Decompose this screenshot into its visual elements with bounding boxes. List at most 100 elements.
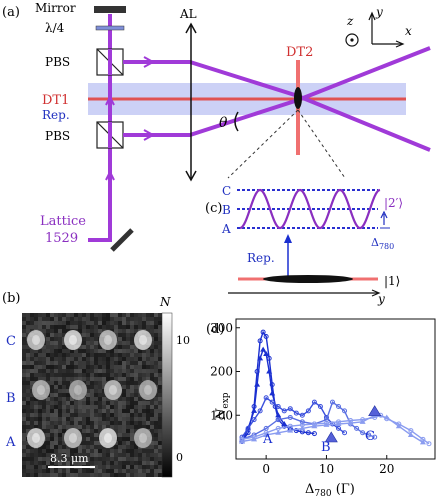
rep-c-label: Rep. [247,251,275,265]
x-tick-label: 10 [319,462,334,476]
data-point [347,420,354,426]
marker-triangle-1 [368,405,382,417]
dt1-label: DT1 [42,93,69,108]
atom-spot-core [104,433,112,443]
atom-spot [134,330,152,350]
pbs-top-label: PBS [45,55,70,69]
detuning-label: Δ780 [371,236,394,251]
data-point [342,408,348,414]
y-axis-label: Nexp [214,392,231,421]
data-point [407,431,414,437]
data-point [335,421,342,426]
data-point [269,382,275,388]
data-point [299,412,305,418]
atom-spot [69,380,87,400]
data-point [263,334,269,339]
panel-a: (a) [2,1,431,252]
row-b-label: B [6,391,16,406]
panel-d: (d) 0 10 20 100 200 300 A B C Nexp Δ780 (Γ) [206,318,436,499]
theta-label: θ [219,115,228,131]
data-point [263,395,269,401]
arrow-up-icon [284,234,292,243]
atom-spot [104,380,122,400]
atom-spot [32,380,50,400]
row-a-label: A [5,435,16,450]
atom-spot-core [74,385,82,395]
data-point [336,425,342,431]
arrow-right-icon [143,56,156,68]
data-point [269,399,275,405]
data-point [245,425,251,431]
data-point [266,368,273,374]
data-point [281,408,287,414]
bottom-mirror [110,228,134,252]
level-c-label: C [222,184,231,198]
colorbar-tick-10: 10 [176,334,190,347]
data-point [426,441,432,447]
data-point [275,412,282,418]
data-point [323,421,330,427]
waveplate [95,25,125,31]
x-tick-label: 20 [379,462,394,476]
data-point [251,417,257,423]
plot-frame [235,318,436,460]
atom-spot-core [109,385,117,395]
y-tick-label: 200 [210,365,233,379]
axis-y-label: y [375,5,383,19]
annotation-c: C [365,429,375,444]
atom-cloud-elongated [263,275,353,283]
panel-b: (b) C B A 8.3 μm N 10 0 [2,291,190,478]
data-point [257,355,264,361]
data-point [287,427,294,433]
colorbar-tick-0: 0 [176,451,183,464]
arrow-right-icon [143,129,156,141]
atom-spot [64,428,82,448]
annotation-a: A [262,432,273,447]
atom-spot-core [32,335,40,345]
x-axis-label: Δ780 (Γ) [305,482,355,499]
panel-c-label: (c) [205,201,222,216]
data-point [359,418,366,424]
level-b-label: B [222,203,231,217]
atom-spot-core [144,385,152,395]
out-of-page-icon [345,33,359,47]
atom-spot-core [69,433,77,443]
mirror-label: Mirror [35,1,76,15]
data-point [269,390,276,396]
x-tick-label: 0 [262,462,270,476]
state-1-label: |1⟩ [384,274,400,288]
data-point [275,417,281,423]
marker-triangle-0 [324,431,338,443]
dt2-label: DT2 [286,45,313,60]
data-point [311,431,317,437]
data-point [383,414,390,420]
data-point [287,414,293,420]
data-point [239,438,246,444]
annotation-b: B [321,440,331,455]
pbs-bottom-label: PBS [45,129,70,143]
state-2-label: |2′⟩ [384,196,403,210]
data-point [305,408,311,414]
data-point [275,429,282,435]
data-point [354,425,360,431]
data-point [366,432,372,438]
y-tick-label: 300 [210,321,233,335]
data-point [311,423,318,429]
data-point [305,430,311,436]
data-point [336,404,342,409]
lattice-label-1: Lattice [40,214,86,229]
data-point [419,439,426,445]
data-point [299,419,305,425]
data-point [275,404,281,409]
panel-d-label: (d) [206,322,224,337]
atom-spot-core [69,335,77,345]
data-point [329,399,335,405]
scale-bar-label: 8.3 μm [50,452,89,465]
series-line-5 [241,414,424,443]
atom-spot [99,330,117,350]
data-point [372,434,378,440]
atom-cloud [294,87,302,109]
arrow-up-icon [105,94,115,106]
lower-lattice-beam [123,46,431,137]
